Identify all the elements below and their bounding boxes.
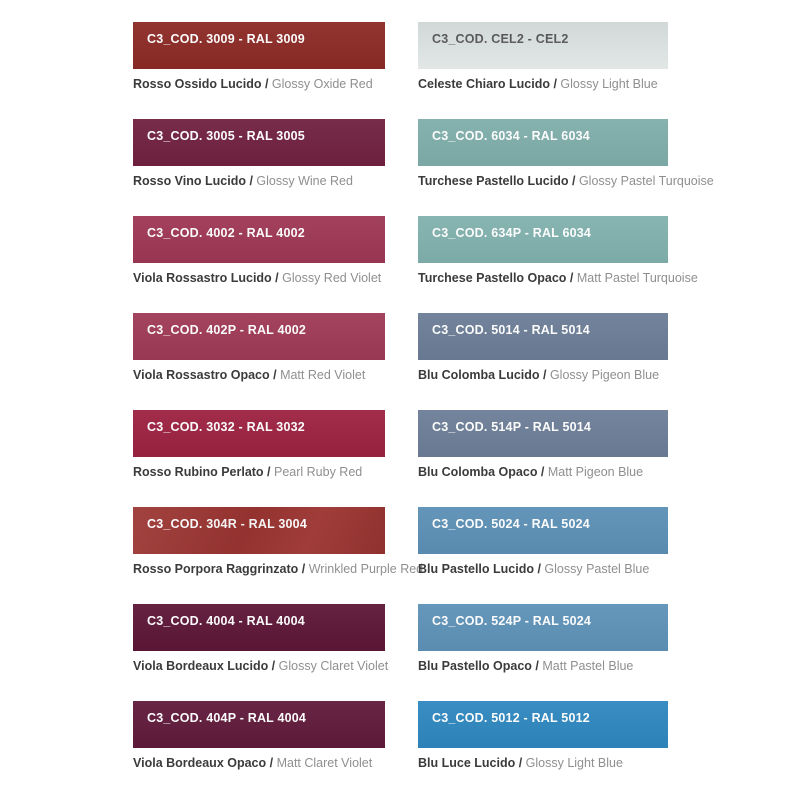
swatch-caption: Viola Bordeaux Opaco / Matt Claret Viole… — [133, 755, 385, 771]
swatch-code-label: C3_COD. 402P - RAL 4002 — [147, 323, 307, 337]
swatch-code-label: C3_COD. 3032 - RAL 3032 — [147, 420, 305, 434]
swatch-caption: Rosso Ossido Lucido / Glossy Oxide Red — [133, 76, 385, 92]
swatch-code-label: C3_COD. 524P - RAL 5024 — [432, 614, 592, 628]
swatch-cell: C3_COD. 3005 - RAL 3005 Rosso Vino Lucid… — [133, 119, 385, 216]
swatch-name-english: Glossy Pigeon Blue — [549, 368, 660, 382]
swatch-name-english: Matt Pastel Turquoise — [576, 271, 698, 285]
color-swatch: C3_COD. 514P - RAL 5014 — [418, 410, 668, 457]
swatch-caption: Viola Rossastro Opaco / Matt Red Violet — [133, 367, 385, 383]
swatch-name-english: Glossy Pastel Turquoise — [578, 174, 714, 188]
swatch-caption: Viola Rossastro Lucido / Glossy Red Viol… — [133, 270, 385, 286]
color-swatch: C3_COD. 3032 - RAL 3032 — [133, 410, 385, 457]
swatch-name-english: Matt Claret Violet — [276, 756, 373, 770]
color-swatch: C3_COD. 404P - RAL 4004 — [133, 701, 385, 748]
swatch-name-italian: Turchese Pastello Opaco / — [418, 271, 574, 285]
swatch-name-english: Pearl Ruby Red — [274, 465, 363, 479]
swatch-cell: C3_COD. 304R - RAL 3004 Rosso Porpora Ra… — [133, 507, 423, 604]
color-swatch: C3_COD. 3009 - RAL 3009 — [133, 22, 385, 69]
swatch-name-english: Glossy Light Blue — [560, 77, 658, 91]
swatch-caption: Blu Colomba Lucido / Glossy Pigeon Blue — [418, 367, 668, 383]
swatch-name-english: Glossy Oxide Red — [271, 77, 373, 91]
swatch-name-italian: Rosso Ossido Lucido / — [133, 77, 269, 91]
color-swatch: C3_COD. 5014 - RAL 5014 — [418, 313, 668, 360]
swatch-name-italian: Viola Bordeaux Opaco / — [133, 756, 274, 770]
color-swatch: C3_COD. 3005 - RAL 3005 — [133, 119, 385, 166]
swatch-name-english: Glossy Light Blue — [525, 756, 623, 770]
swatch-name-italian: Blu Colomba Lucido / — [418, 368, 547, 382]
swatch-name-italian: Viola Rossastro Opaco / — [133, 368, 277, 382]
color-swatch: C3_COD. CEL2 - CEL2 — [418, 22, 668, 69]
swatch-name-english: Wrinkled Purple Red — [308, 562, 424, 576]
swatch-name-italian: Rosso Porpora Raggrinzato / — [133, 562, 306, 576]
swatch-name-english: Matt Pigeon Blue — [547, 465, 644, 479]
color-swatch: C3_COD. 304R - RAL 3004 — [133, 507, 385, 554]
swatch-name-italian: Viola Rossastro Lucido / — [133, 271, 279, 285]
swatch-code-label: C3_COD. 3009 - RAL 3009 — [147, 32, 305, 46]
color-swatch: C3_COD. 4002 - RAL 4002 — [133, 216, 385, 263]
swatch-name-english: Glossy Red Violet — [282, 271, 382, 285]
swatch-caption: Turchese Pastello Opaco / Matt Pastel Tu… — [418, 270, 698, 286]
swatch-code-label: C3_COD. 634P - RAL 6034 — [432, 226, 592, 240]
swatch-code-label: C3_COD. 5012 - RAL 5012 — [432, 711, 590, 725]
color-swatch: C3_COD. 5012 - RAL 5012 — [418, 701, 668, 748]
swatch-cell: C3_COD. 4002 - RAL 4002 Viola Rossastro … — [133, 216, 385, 313]
swatch-code-label: C3_COD. 3005 - RAL 3005 — [147, 129, 305, 143]
swatch-cell: C3_COD. 5014 - RAL 5014 Blu Colomba Luci… — [418, 313, 668, 410]
swatch-name-italian: Rosso Rubino Perlato / — [133, 465, 271, 479]
swatch-cell: C3_COD. 402P - RAL 4002 Viola Rossastro … — [133, 313, 385, 410]
swatch-name-italian: Celeste Chiaro Lucido / — [418, 77, 557, 91]
swatch-name-english: Glossy Pastel Blue — [544, 562, 650, 576]
color-swatch: C3_COD. 5024 - RAL 5024 — [418, 507, 668, 554]
swatch-code-label: C3_COD. 4004 - RAL 4004 — [147, 614, 305, 628]
swatch-name-english: Glossy Claret Violet — [278, 659, 389, 673]
swatch-name-italian: Rosso Vino Lucido / — [133, 174, 253, 188]
swatch-caption: Blu Luce Lucido / Glossy Light Blue — [418, 755, 668, 771]
swatch-code-label: C3_COD. 6034 - RAL 6034 — [432, 129, 590, 143]
swatch-name-italian: Viola Bordeaux Lucido / — [133, 659, 276, 673]
swatch-code-label: C3_COD. 5024 - RAL 5024 — [432, 517, 590, 531]
swatch-caption: Rosso Rubino Perlato / Pearl Ruby Red — [133, 464, 385, 480]
swatch-cell: C3_COD. CEL2 - CEL2 Celeste Chiaro Lucid… — [418, 22, 668, 119]
swatch-caption: Viola Bordeaux Lucido / Glossy Claret Vi… — [133, 658, 388, 674]
swatch-caption: Blu Pastello Opaco / Matt Pastel Blue — [418, 658, 668, 674]
swatch-cell: C3_COD. 3009 - RAL 3009 Rosso Ossido Luc… — [133, 22, 385, 119]
swatch-name-italian: Blu Pastello Opaco / — [418, 659, 539, 673]
swatch-cell: C3_COD. 6034 - RAL 6034 Turchese Pastell… — [418, 119, 714, 216]
swatch-code-label: C3_COD. 514P - RAL 5014 — [432, 420, 592, 434]
swatch-caption: Celeste Chiaro Lucido / Glossy Light Blu… — [418, 76, 668, 92]
swatch-cell: C3_COD. 634P - RAL 6034 Turchese Pastell… — [418, 216, 698, 313]
swatch-caption: Blu Pastello Lucido / Glossy Pastel Blue — [418, 561, 668, 577]
swatch-code-label: C3_COD. 404P - RAL 4004 — [147, 711, 307, 725]
swatch-name-italian: Blu Colomba Opaco / — [418, 465, 545, 479]
swatch-cell: C3_COD. 514P - RAL 5014 Blu Colomba Opac… — [418, 410, 668, 507]
swatch-caption: Turchese Pastello Lucido / Glossy Pastel… — [418, 173, 714, 189]
swatch-cell: C3_COD. 404P - RAL 4004 Viola Bordeaux O… — [133, 701, 385, 798]
swatch-cell: C3_COD. 4004 - RAL 4004 Viola Bordeaux L… — [133, 604, 388, 701]
swatch-code-label: C3_COD. CEL2 - CEL2 — [432, 32, 569, 46]
swatch-code-label: C3_COD. 304R - RAL 3004 — [147, 517, 307, 531]
color-swatch: C3_COD. 524P - RAL 5024 — [418, 604, 668, 651]
color-swatch: C3_COD. 4004 - RAL 4004 — [133, 604, 385, 651]
swatch-cell: C3_COD. 524P - RAL 5024 Blu Pastello Opa… — [418, 604, 668, 701]
swatch-caption: Rosso Vino Lucido / Glossy Wine Red — [133, 173, 385, 189]
swatch-caption: Rosso Porpora Raggrinzato / Wrinkled Pur… — [133, 561, 423, 577]
swatch-cell: C3_COD. 5024 - RAL 5024 Blu Pastello Luc… — [418, 507, 668, 604]
swatch-code-label: C3_COD. 4002 - RAL 4002 — [147, 226, 305, 240]
swatch-column-blues: C3_COD. CEL2 - CEL2 Celeste Chiaro Lucid… — [418, 22, 714, 798]
color-swatch: C3_COD. 634P - RAL 6034 — [418, 216, 668, 263]
color-swatch: C3_COD. 6034 - RAL 6034 — [418, 119, 668, 166]
swatch-name-italian: Turchese Pastello Lucido / — [418, 174, 576, 188]
swatch-name-italian: Blu Luce Lucido / — [418, 756, 523, 770]
swatch-caption: Blu Colomba Opaco / Matt Pigeon Blue — [418, 464, 668, 480]
swatch-code-label: C3_COD. 5014 - RAL 5014 — [432, 323, 590, 337]
swatch-name-italian: Blu Pastello Lucido / — [418, 562, 541, 576]
color-swatch: C3_COD. 402P - RAL 4002 — [133, 313, 385, 360]
swatch-column-reds: C3_COD. 3009 - RAL 3009 Rosso Ossido Luc… — [133, 22, 423, 798]
swatch-cell: C3_COD. 3032 - RAL 3032 Rosso Rubino Per… — [133, 410, 385, 507]
swatch-name-english: Matt Pastel Blue — [542, 659, 634, 673]
swatch-name-english: Matt Red Violet — [280, 368, 366, 382]
swatch-cell: C3_COD. 5012 - RAL 5012 Blu Luce Lucido … — [418, 701, 668, 798]
swatch-name-english: Glossy Wine Red — [256, 174, 353, 188]
